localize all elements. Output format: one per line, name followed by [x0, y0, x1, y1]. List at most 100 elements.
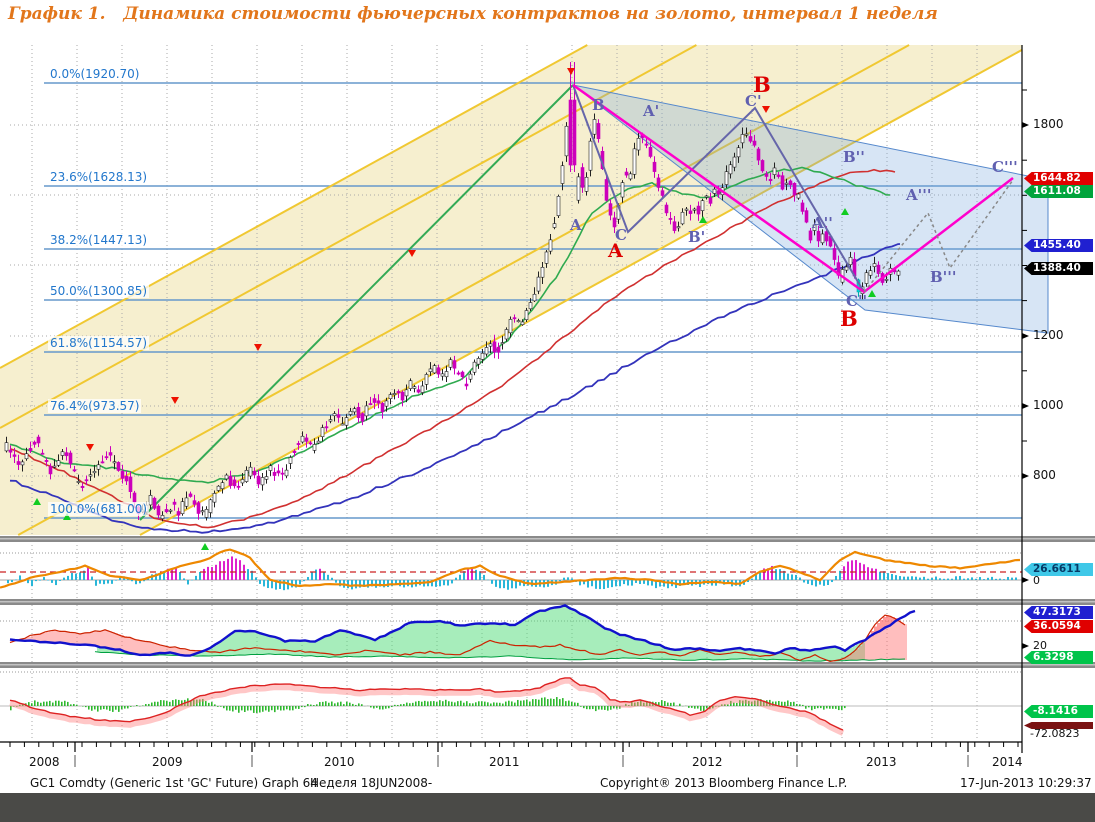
momentum-bar — [526, 699, 528, 706]
sell-mark-icon — [567, 68, 575, 75]
candle-body — [872, 263, 877, 267]
momentum-bar — [226, 706, 228, 711]
candle-body — [612, 217, 617, 228]
oscillator-bar — [43, 577, 45, 580]
candle-body — [260, 477, 265, 486]
candle-body — [764, 173, 769, 177]
candle-body — [876, 264, 881, 274]
candle-body — [752, 140, 757, 146]
momentum-bar — [172, 700, 174, 706]
momentum-bar — [631, 701, 633, 706]
oscillator-bar — [223, 561, 225, 580]
oscillator-bar — [115, 580, 117, 581]
momentum-bar — [733, 702, 735, 706]
oscillator-bar — [431, 580, 433, 587]
oscillator-bar — [311, 572, 313, 580]
oscillator-bar — [79, 572, 81, 580]
oscillator-bar — [755, 575, 757, 580]
buy-mark-icon — [33, 498, 41, 505]
momentum-bar — [511, 701, 513, 706]
momentum-bar — [244, 706, 246, 712]
oscillator-bar — [439, 580, 441, 587]
candle-body — [220, 482, 225, 489]
candle-body — [60, 451, 65, 456]
candle-body — [324, 426, 329, 429]
momentum-bar — [307, 703, 309, 706]
oscillator-bar — [443, 580, 445, 586]
candle-body — [112, 461, 117, 464]
momentum-bar — [112, 706, 114, 712]
candle-body — [212, 493, 217, 503]
momentum-bar — [412, 702, 414, 706]
oscillator-bar — [99, 580, 101, 584]
ma-blue — [9, 243, 901, 534]
oscillator-bar — [467, 568, 469, 580]
momentum-bar — [673, 702, 675, 706]
candle-body — [440, 373, 445, 377]
momentum-bar — [28, 702, 30, 706]
momentum-bar — [751, 701, 753, 706]
oscillator-bar — [139, 580, 141, 584]
candle-body — [64, 452, 69, 457]
oscillator-bar — [935, 576, 937, 580]
candle-body — [356, 406, 361, 419]
oscillator-bar — [391, 580, 393, 587]
momentum-bar — [625, 703, 627, 706]
candle-body — [800, 202, 805, 212]
candle-body — [716, 190, 721, 195]
wave-label-1: B — [592, 96, 605, 114]
candle-body — [792, 182, 797, 196]
wave-label-9: A''' — [906, 186, 932, 204]
momentum-bar — [463, 702, 465, 706]
panel2-tick-label: 20 — [1033, 639, 1047, 652]
oscillator-bar — [919, 577, 921, 580]
oscillator-bar — [839, 570, 841, 580]
momentum-bar — [343, 704, 345, 706]
candle-body — [696, 205, 701, 215]
oscillator-bar — [367, 580, 369, 588]
momentum-bar — [640, 700, 642, 706]
momentum-bar — [58, 700, 60, 706]
candle-body — [756, 148, 761, 161]
candle-body — [652, 161, 657, 172]
oscillator-bar — [207, 566, 209, 580]
candle-body — [780, 175, 785, 190]
candle-body — [56, 460, 61, 466]
candle-body — [816, 230, 821, 242]
oscillator-bar — [883, 571, 885, 580]
candle-body — [216, 485, 221, 491]
axis-tick-arrow — [1022, 122, 1029, 128]
oscillator-bar — [255, 577, 257, 580]
oscillator-bar — [979, 577, 981, 580]
momentum-bar — [457, 701, 459, 706]
oscillator-bar — [95, 580, 97, 586]
momentum-bar — [31, 703, 33, 706]
momentum-bar — [46, 701, 48, 706]
candle-body — [620, 182, 625, 198]
momentum-bar — [559, 699, 561, 706]
oscillator-bar — [51, 580, 53, 583]
oscillator-bar — [487, 579, 489, 581]
x-axis-year-2011: 2011 — [489, 755, 520, 769]
momentum-bar — [205, 701, 207, 706]
candle-body — [896, 270, 901, 276]
momentum-bar — [238, 706, 240, 713]
candle-body — [76, 481, 81, 483]
momentum-bar — [586, 706, 588, 710]
candle-body — [68, 452, 73, 464]
oscillator-bar — [331, 577, 333, 580]
panel3-end-value: -72.0823 — [1030, 727, 1080, 740]
momentum-bar — [787, 700, 789, 706]
momentum-bar — [415, 701, 417, 706]
oscillator-bar — [283, 580, 285, 591]
candle-body — [728, 164, 733, 175]
momentum-bar — [493, 702, 495, 706]
price-tag-36.0594: 36.0594 — [1024, 620, 1093, 633]
momentum-bar — [736, 702, 738, 706]
oscillator-bar — [259, 580, 261, 584]
candle-body — [512, 317, 517, 320]
momentum-bar — [742, 700, 744, 706]
candle-body — [416, 389, 421, 393]
wave-label-6: A'' — [812, 214, 833, 232]
oscillator-bar — [363, 580, 365, 587]
